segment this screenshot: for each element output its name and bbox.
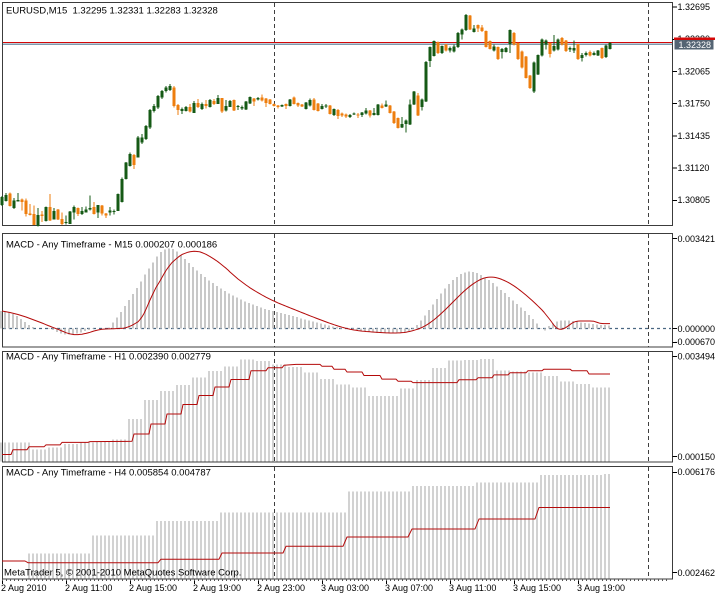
- svg-text:-0.000670: -0.000670: [675, 337, 716, 347]
- svg-text:1.31750: 1.31750: [678, 99, 711, 109]
- svg-text:MetaTrader 5, © 2001-2010 Meta: MetaTrader 5, © 2001-2010 MetaQuotes Sof…: [4, 568, 241, 579]
- svg-text:0.000150: 0.000150: [678, 452, 716, 462]
- svg-text:EURUSD,M15 1.32295 1.32331 1.: EURUSD,M15 1.32295 1.32331 1.32283 1.323…: [6, 6, 218, 17]
- svg-text:0.000000: 0.000000: [678, 324, 716, 334]
- svg-text:2 Aug 2010: 2 Aug 2010: [1, 583, 47, 593]
- svg-text:1.30805: 1.30805: [678, 195, 711, 205]
- svg-text:2 Aug 15:00: 2 Aug 15:00: [129, 583, 177, 593]
- svg-text:0.003421: 0.003421: [678, 234, 716, 244]
- svg-text:3 Aug 07:00: 3 Aug 07:00: [385, 583, 433, 593]
- svg-text:2 Aug 23:00: 2 Aug 23:00: [257, 583, 305, 593]
- svg-text:MACD - Any Timeframe - H4 0.00: MACD - Any Timeframe - H4 0.005854 0.004…: [6, 468, 211, 479]
- svg-text:1.31120: 1.31120: [678, 163, 710, 173]
- svg-text:0.006176: 0.006176: [678, 467, 716, 477]
- svg-text:0.002462: 0.002462: [678, 568, 716, 578]
- svg-text:0.003494: 0.003494: [678, 351, 716, 361]
- svg-text:MACD - Any Timeframe - H1 0.00: MACD - Any Timeframe - H1 0.002390 0.002…: [6, 352, 211, 363]
- svg-text:MACD - Any Timeframe - M15 0.0: MACD - Any Timeframe - M15 0.000207 0.00…: [6, 240, 217, 251]
- svg-text:3 Aug 19:00: 3 Aug 19:00: [577, 583, 625, 593]
- svg-text:3 Aug 03:00: 3 Aug 03:00: [321, 583, 369, 593]
- svg-text:3 Aug 15:00: 3 Aug 15:00: [513, 583, 561, 593]
- svg-text:2 Aug 11:00: 2 Aug 11:00: [65, 583, 112, 593]
- svg-text:2 Aug 19:00: 2 Aug 19:00: [193, 583, 241, 593]
- svg-text:1.31435: 1.31435: [678, 131, 711, 141]
- svg-text:1.32695: 1.32695: [678, 2, 711, 12]
- svg-text:1.32328: 1.32328: [679, 40, 712, 50]
- svg-text:3 Aug 11:00: 3 Aug 11:00: [449, 583, 496, 593]
- svg-text:1.32065: 1.32065: [678, 66, 711, 76]
